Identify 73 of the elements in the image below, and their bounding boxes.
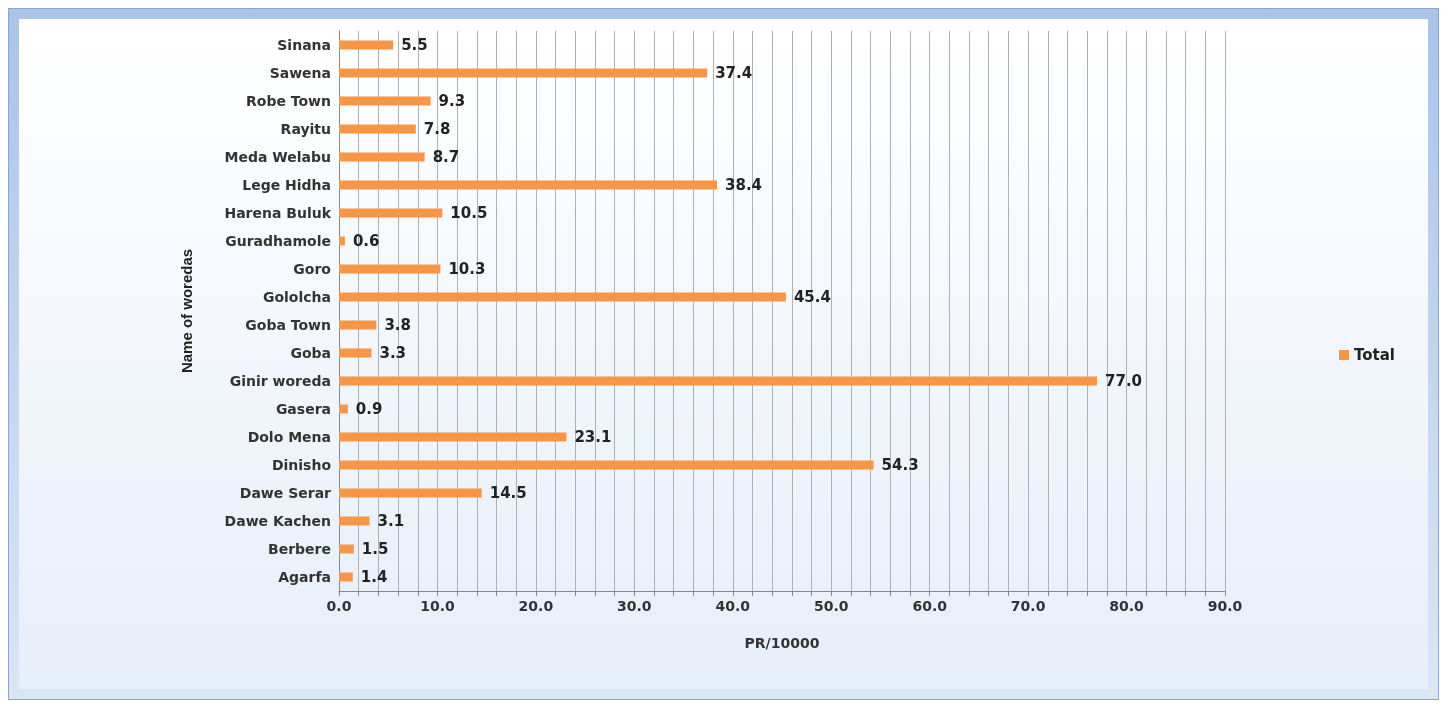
y-tick-label: Dawe Serar <box>239 485 332 501</box>
data-label: 38.4 <box>725 176 763 194</box>
data-label: 37.4 <box>715 64 753 82</box>
bar <box>339 404 348 414</box>
y-tick-label: Goba <box>290 345 331 361</box>
x-tick-label: 80.0 <box>1109 598 1145 614</box>
bar <box>339 572 353 582</box>
x-tick-label: 50.0 <box>813 598 849 614</box>
data-label: 3.3 <box>379 344 407 362</box>
x-tick-label: 40.0 <box>715 598 751 614</box>
bar <box>339 40 394 50</box>
bar <box>339 348 372 358</box>
bar <box>339 236 345 246</box>
data-label: 0.6 <box>352 232 380 250</box>
y-tick-label: Gasera <box>275 401 331 417</box>
x-tick-label: 0.0 <box>326 598 352 614</box>
legend-label: Total <box>1354 346 1396 364</box>
y-tick-label: Dolo Mena <box>247 429 331 445</box>
bar <box>339 68 708 78</box>
data-label: 9.3 <box>438 92 466 110</box>
y-tick-label: Harena Buluk <box>224 205 332 221</box>
bar <box>339 180 718 190</box>
bar <box>339 152 425 162</box>
bar <box>339 264 441 274</box>
x-tick-label: 20.0 <box>518 598 554 614</box>
data-label: 54.3 <box>881 456 919 474</box>
y-tick-label: Agarfa <box>278 569 331 585</box>
data-label: 7.8 <box>423 120 451 138</box>
x-tick-label: 60.0 <box>912 598 948 614</box>
bar <box>339 96 431 106</box>
bar <box>339 488 482 498</box>
y-tick-label: Lege Hidha <box>242 177 331 193</box>
y-axis-title: Name of woredas <box>178 248 195 374</box>
bar <box>339 208 443 218</box>
data-label: 8.7 <box>432 148 460 166</box>
data-label: 3.8 <box>384 316 411 334</box>
x-tick-label: 90.0 <box>1207 598 1243 614</box>
data-label: 10.3 <box>448 260 486 278</box>
x-tick-label: 10.0 <box>420 598 455 614</box>
data-label: 45.4 <box>793 288 831 306</box>
data-label: 1.5 <box>361 540 389 558</box>
bar <box>339 460 874 470</box>
x-axis-title: PR/10000 <box>744 635 820 651</box>
data-label: 14.5 <box>489 484 527 502</box>
data-label: 0.9 <box>355 400 383 418</box>
y-tick-label: Gololcha <box>262 289 331 305</box>
y-tick-label: Goba Town <box>245 317 331 333</box>
data-label: 1.4 <box>360 568 388 586</box>
y-tick-label: Sinana <box>277 37 331 53</box>
data-label: 23.1 <box>574 428 612 446</box>
y-tick-label: Meda Welabu <box>224 149 331 165</box>
bar <box>339 432 567 442</box>
data-label: 77.0 <box>1105 372 1143 390</box>
y-tick-label: Guradhamole <box>225 233 331 249</box>
y-tick-label: Sawena <box>269 65 331 81</box>
bar <box>339 320 377 330</box>
bar <box>339 544 354 554</box>
y-tick-label: Ginir woreda <box>229 373 331 389</box>
bar <box>339 292 786 302</box>
bar <box>339 124 416 134</box>
data-label: 5.5 <box>401 36 428 54</box>
y-tick-label: Dinisho <box>271 457 332 473</box>
x-tick-label: 70.0 <box>1010 598 1046 614</box>
y-tick-label: Dawe Kachen <box>224 513 331 529</box>
y-tick-label: Robe Town <box>246 93 331 109</box>
data-label: 10.5 <box>450 204 488 222</box>
data-label: 3.1 <box>377 512 405 530</box>
y-tick-label: Goro <box>293 261 332 277</box>
bar <box>339 376 1098 386</box>
y-tick-label: Berbere <box>268 541 331 557</box>
y-tick-label: Rayitu <box>280 121 331 137</box>
bar <box>339 516 370 526</box>
x-tick-label: 30.0 <box>617 598 652 614</box>
